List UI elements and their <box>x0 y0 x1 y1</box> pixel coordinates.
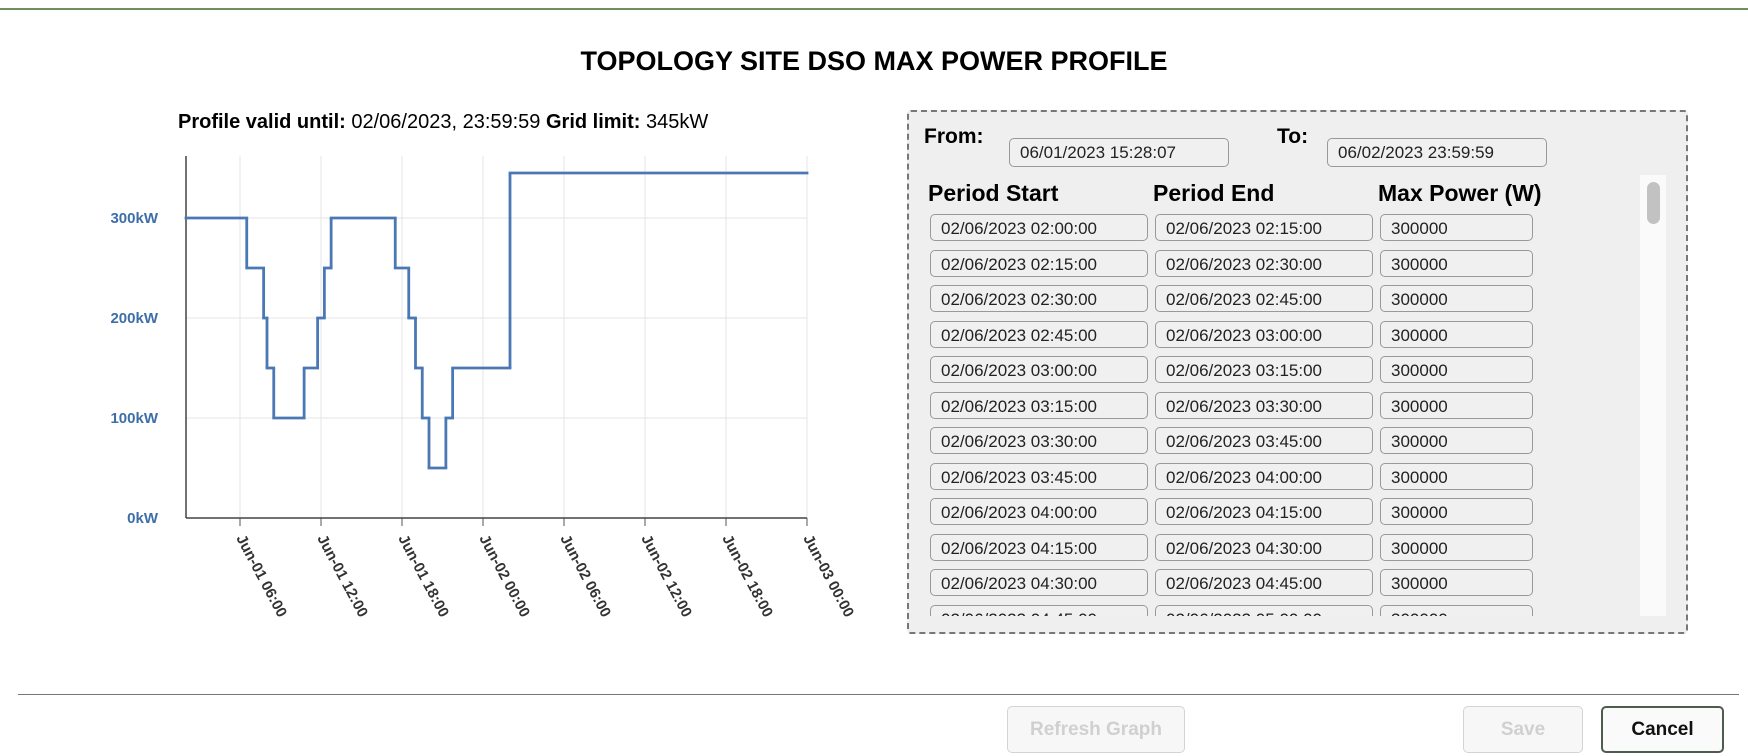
cell-input[interactable]: 02/06/2023 03:15:00 <box>1155 356 1373 383</box>
to-label: To: <box>1277 125 1309 148</box>
cell-input[interactable]: 02/06/2023 02:45:00 <box>1155 285 1373 312</box>
cell-input[interactable]: 02/06/2023 04:15:00 <box>1155 498 1373 525</box>
x-tick-label: Jun-01 06:00 <box>232 532 290 620</box>
cell-input[interactable]: 300000 <box>1380 427 1533 454</box>
limit-value: 345kW <box>646 111 709 133</box>
cell-input[interactable]: 02/06/2023 03:30:00 <box>930 427 1148 454</box>
x-tick-label: Jun-02 00:00 <box>475 532 533 620</box>
cell-input[interactable]: 300000 <box>1380 498 1533 525</box>
x-tick-label: Jun-02 12:00 <box>637 532 695 620</box>
cell-input[interactable]: 02/06/2023 03:00:00 <box>930 356 1148 383</box>
cell-input[interactable]: 02/06/2023 02:15:00 <box>1155 214 1373 241</box>
cell-input[interactable]: 02/06/2023 04:00:00 <box>1155 462 1373 490</box>
profile-info: Profile valid until: 02/06/2023, 23:59:5… <box>178 111 708 134</box>
cell-input[interactable]: 02/06/2023 03:45:00 <box>1155 427 1373 454</box>
dialog-title: TOPOLOGY SITE DSO MAX POWER PROFILE <box>580 46 1168 76</box>
cell-input[interactable]: 300000 <box>1380 320 1533 348</box>
refresh-button[interactable]: Refresh Graph <box>1007 706 1185 753</box>
cell-input[interactable]: 02/06/2023 04:30:00 <box>1155 533 1373 561</box>
cell-input[interactable]: 02/06/2023 04:30:00 <box>930 569 1148 596</box>
cell-input[interactable]: 02/06/2023 05:00:00 <box>1155 604 1373 616</box>
y-tick-label: 200kW <box>110 310 158 327</box>
cell-input[interactable]: 300000 <box>1380 391 1533 419</box>
x-tick-label: Jun-03 00:00 <box>799 532 857 620</box>
valid-label: Profile valid until: <box>178 111 346 133</box>
cell-input[interactable]: 02/06/2023 03:45:00 <box>930 462 1148 490</box>
cell-input[interactable]: 02/06/2023 04:45:00 <box>930 604 1148 616</box>
cell-input[interactable]: 02/06/2023 02:30:00 <box>1155 249 1373 277</box>
divider <box>18 694 1739 695</box>
cell-input[interactable]: 300000 <box>1380 214 1533 241</box>
x-tick-label: Jun-02 06:00 <box>556 532 614 620</box>
cell-input[interactable]: 300000 <box>1380 604 1533 616</box>
from-input[interactable]: 06/01/2023 15:28:07 <box>1009 138 1229 167</box>
cell-input[interactable]: 300000 <box>1380 249 1533 277</box>
column-header: Period End <box>1153 180 1275 206</box>
cell-input[interactable]: 300000 <box>1380 462 1533 490</box>
cell-input[interactable]: 02/06/2023 02:45:00 <box>930 320 1148 348</box>
x-tick-label: Jun-02 18:00 <box>718 532 776 620</box>
cell-input[interactable]: 02/06/2023 04:45:00 <box>1155 569 1373 596</box>
scrollbar[interactable] <box>1640 175 1666 616</box>
chart: 0kW 100kW 200kW 300kW Jun-01 06:00 Jun-01 12:… <box>110 156 857 620</box>
y-tick-label: 300kW <box>110 210 158 227</box>
top-border <box>0 8 1748 10</box>
limit-label: Grid limit: <box>545 111 641 133</box>
cell-input[interactable]: 02/06/2023 03:15:00 <box>930 391 1148 419</box>
cell-input[interactable]: 02/06/2023 04:00:00 <box>930 498 1148 525</box>
cell-input[interactable]: 300000 <box>1380 569 1533 596</box>
rows: 02/06/2023 02:00:00 02/06/2023 02:15:00 30… <box>909 212 1639 616</box>
cell-input[interactable]: 02/06/2023 03:30:00 <box>1155 391 1373 419</box>
profile-panel: From: 06/01/2023 15:28:07 To: 06/02/2023… <box>907 110 1688 634</box>
y-tick-label: 0kW <box>127 510 159 527</box>
cell-input[interactable]: 300000 <box>1380 356 1533 383</box>
cell-input[interactable]: 300000 <box>1380 533 1533 561</box>
from-label: From: <box>924 125 984 148</box>
cell-input[interactable]: 02/06/2023 02:00:00 <box>930 214 1148 241</box>
cell-input[interactable]: 02/06/2023 02:15:00 <box>930 249 1148 277</box>
to-input[interactable]: 06/02/2023 23:59:59 <box>1327 138 1547 167</box>
cell-input[interactable]: 300000 <box>1380 285 1533 312</box>
x-tick-label: Jun-01 12:00 <box>313 532 371 620</box>
valid-value: 02/06/2023, 23:59:59 <box>351 111 541 133</box>
column-header: Period Start <box>928 180 1059 206</box>
scroll-thumb[interactable] <box>1647 182 1660 224</box>
y-tick-label: 100kW <box>110 410 158 427</box>
cancel-button[interactable]: Cancel <box>1601 706 1724 753</box>
cell-input[interactable]: 02/06/2023 04:15:00 <box>930 533 1148 561</box>
cell-input[interactable]: 02/06/2023 02:30:00 <box>930 285 1148 312</box>
cell-input[interactable]: 02/06/2023 03:00:00 <box>1155 320 1373 348</box>
save-button[interactable]: Save <box>1463 706 1583 753</box>
column-header: Max Power (W) <box>1378 180 1542 206</box>
x-tick-label: Jun-01 18:00 <box>394 532 452 620</box>
